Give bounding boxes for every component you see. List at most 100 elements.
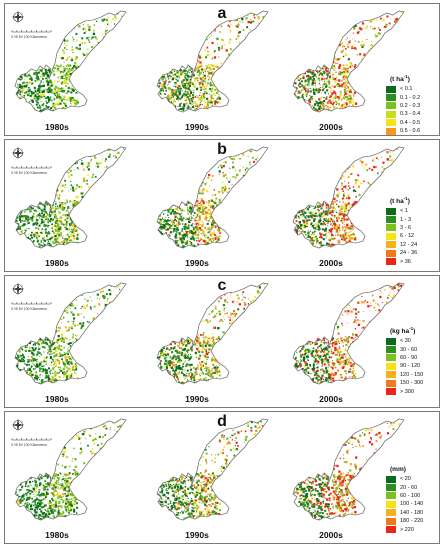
legend-label: 0.2 - 0.3: [400, 102, 421, 109]
map-d-2000s: [292, 418, 405, 521]
land-use-pixels: [15, 147, 126, 248]
legend-item: 0.1 - 0.2: [386, 93, 420, 102]
panel-label: c: [217, 277, 227, 294]
legend: (kg ha-1) < 30 30 - 60 60 - 90 90 - 120 120 -…: [386, 325, 424, 396]
legend-item: 150 - 300: [386, 379, 423, 387]
legend-item: 0.3 - 0.4: [386, 110, 420, 118]
legend: (mm) < 20 20 - 60 60 - 100 100 - 140 140 - 18…: [386, 466, 424, 534]
legend-item: > 220: [386, 525, 423, 534]
panel-label: b: [217, 141, 227, 158]
legend-item: < 20: [386, 475, 423, 483]
legend-swatch: [386, 119, 396, 127]
legend-label: 60 - 90: [400, 354, 418, 361]
legend-swatch: [386, 241, 396, 249]
legend-swatch: [386, 371, 396, 379]
legend-item: < 30: [386, 337, 423, 345]
decade-label: 1980s: [45, 258, 69, 268]
legend-item: 6 - 12: [386, 232, 417, 240]
legend-item: 12 - 24: [386, 241, 417, 249]
legend-label: 150 - 300: [400, 380, 424, 387]
map-b-1980s: [14, 146, 127, 249]
legend-label: 0.4 - 0.5: [400, 119, 421, 126]
legend-label: 140 - 180: [400, 509, 424, 516]
legend-swatch: [386, 249, 396, 257]
legend-swatch: [386, 354, 396, 362]
legend-item: > 300: [386, 387, 423, 396]
legend-item: 0.5 - 0.6: [386, 127, 420, 135]
map-a-2000s: [292, 10, 405, 113]
legend-label: < 20: [400, 476, 411, 483]
legend-label: 24 - 36: [400, 250, 418, 257]
legend-unit: (mm): [390, 466, 406, 473]
legend-label: 20 - 60: [400, 484, 418, 491]
legend-item: 0.4 - 0.5: [386, 119, 420, 127]
map-c-2000s: [292, 282, 405, 385]
north-arrow-icon: [11, 146, 25, 160]
legend-label: 3 - 6: [400, 224, 412, 231]
legend-label: > 300: [400, 388, 414, 395]
map-d-1980s: [14, 418, 127, 521]
legend-swatch: [386, 216, 396, 224]
legend-item: 120 - 150: [386, 371, 423, 379]
legend-swatch: [386, 94, 396, 102]
legend-label: 90 - 120: [400, 363, 421, 370]
legend-label: 0.3 - 0.4: [400, 111, 421, 118]
legend: (t ha-1) < 0.1 0.1 - 0.2 0.2 - 0.3 0.3 - 0.4…: [386, 73, 421, 136]
decade-label: 1990s: [185, 122, 209, 132]
legend-swatch: [386, 517, 396, 525]
scale-bar: [11, 166, 52, 169]
decade-label: 1980s: [45, 530, 69, 540]
legend-unit: (kg ha-1): [390, 325, 416, 335]
legend-label: > 220: [400, 526, 414, 533]
panel-label: d: [217, 413, 227, 430]
map-d-1990s: [156, 418, 269, 521]
map-panel-c: 0 25 50 100 Kilometers c 1980s 1990s 2000s (k…: [4, 275, 440, 408]
north-arrow-icon: [11, 10, 25, 24]
legend-swatch: [386, 110, 396, 118]
legend-swatch: [386, 526, 396, 534]
legend-item: 100 - 140: [386, 500, 423, 508]
decade-label: 1980s: [45, 122, 69, 132]
legend-swatch: [386, 362, 396, 370]
legend-label: 120 - 150: [400, 371, 424, 378]
legend-item: > 36: [386, 257, 417, 266]
legend-swatch: [386, 224, 396, 232]
scale-label: 0 25 50 100 Kilometers: [11, 443, 47, 447]
legend-label: 12 - 24: [400, 241, 418, 248]
legend-item: 90 - 120: [386, 362, 423, 370]
decade-label: 1990s: [185, 258, 209, 268]
legend-swatch: [386, 509, 396, 517]
legend-label: 30 - 60: [400, 346, 418, 353]
legend-item: 140 - 180: [386, 509, 423, 517]
legend-item: 180 - 220: [386, 517, 423, 525]
decade-label: 1990s: [185, 530, 209, 540]
legend-swatch: [386, 127, 396, 135]
legend-item: 60 - 90: [386, 354, 423, 362]
decade-label: 1990s: [185, 394, 209, 404]
legend-item: 3 - 6: [386, 224, 417, 232]
legend-swatch: [386, 232, 396, 240]
legend-swatch: [386, 492, 396, 500]
legend-unit: (t ha-1): [390, 195, 410, 205]
decade-label: 2000s: [319, 394, 343, 404]
legend-label: 0.5 - 0.6: [400, 128, 421, 135]
legend-label: 100 - 140: [400, 501, 424, 508]
north-arrow-icon: [11, 282, 25, 296]
map-panel-d: 0 25 50 100 Kilometers d 1980s 1990s 2000s (m…: [4, 411, 440, 544]
legend-unit: (t ha-1): [390, 73, 410, 83]
legend-swatch: [386, 207, 396, 215]
legend-label: 60 - 100: [400, 492, 421, 499]
map-c-1990s: [156, 282, 269, 385]
legend-item: > 0.6: [386, 135, 420, 136]
scale-label: 0 25 50 100 Kilometers: [11, 35, 47, 39]
panel-label: a: [217, 5, 227, 22]
legend-item: 1 - 3: [386, 215, 417, 224]
legend-item: < 1: [386, 207, 417, 215]
decade-label: 2000s: [319, 530, 343, 540]
legend-item: 0.2 - 0.3: [386, 102, 420, 110]
legend-item: 30 - 60: [386, 345, 423, 354]
legend-swatch: [386, 346, 396, 354]
decade-label: 2000s: [319, 122, 343, 132]
legend-label: < 0.1: [400, 86, 413, 93]
